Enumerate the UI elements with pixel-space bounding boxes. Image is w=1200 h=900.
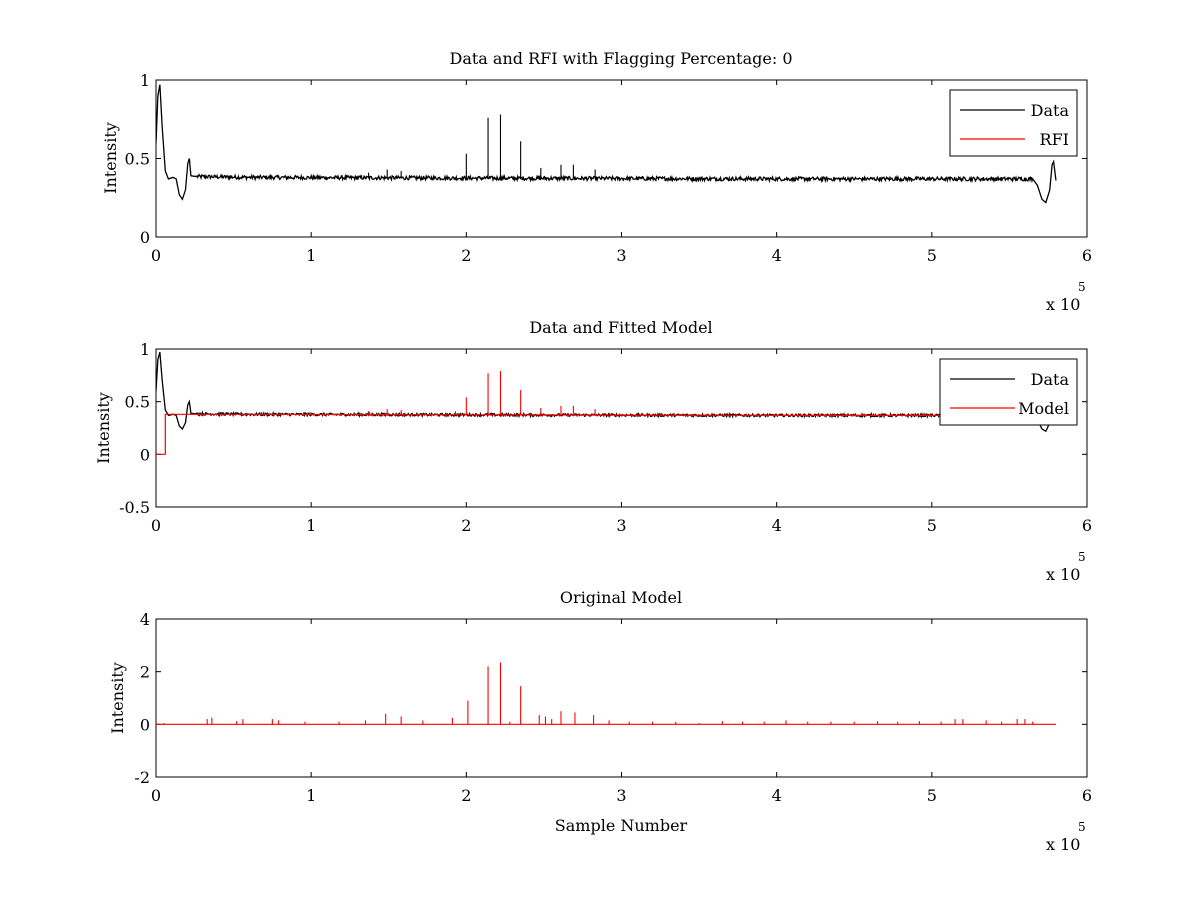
legend-label: Data (1031, 370, 1070, 389)
x-tick-label: 2 (461, 246, 471, 265)
x-tick-label: 5 (927, 246, 937, 265)
legend-label: Model (1018, 399, 1069, 418)
subplot-3-xlabel: Sample Number (555, 816, 688, 835)
subplot-1-ylabel: Intensity (101, 122, 120, 194)
subplot-2-series-group (156, 351, 1057, 455)
subplot-1: Data and RFI with Flagging Percentage: 0… (101, 49, 1092, 314)
subplot-2-x-multiplier: x 10 (1046, 565, 1080, 584)
legend-box (939, 358, 1078, 426)
y-tick-label: 0.5 (125, 393, 150, 412)
y-tick-label: 0.5 (125, 150, 150, 169)
subplot-1-title: Data and RFI with Flagging Percentage: 0 (449, 49, 792, 68)
x-tick-label: 3 (616, 246, 626, 265)
y-tick-label: 1 (140, 340, 150, 359)
subplot-2-title: Data and Fitted Model (529, 318, 712, 337)
subplot-1-plot-area: 0 1 2 3 4 5 6 0 0.5 1 Data RFI (125, 71, 1093, 265)
x-tick-label: 1 (306, 246, 316, 265)
subplot-3-series-group (156, 662, 1056, 725)
x-tick-label: 0 (151, 786, 161, 805)
x-tick-label: 5 (927, 786, 937, 805)
y-tick-label: 0 (140, 715, 150, 734)
subplot-2-legend: Data Model (939, 358, 1078, 426)
x-tick-label: 2 (461, 786, 471, 805)
x-tick-label: 6 (1082, 786, 1092, 805)
subplot-3-ylabel: Intensity (108, 662, 127, 734)
subplot-3-x-multiplier: x 10 (1046, 835, 1080, 854)
x-tick-label: 4 (772, 786, 782, 805)
x-tick-label: 1 (306, 516, 316, 535)
x-tick-label: 6 (1082, 246, 1092, 265)
x-tick-label: 1 (306, 786, 316, 805)
legend-label: RFI (1040, 130, 1069, 149)
subplot-3-title: Original Model (560, 588, 682, 607)
subplot-2-x-multiplier-exponent: 5 (1078, 550, 1086, 564)
x-tick-label: 4 (772, 516, 782, 535)
subplot-1-legend: Data RFI (949, 89, 1078, 157)
subplot-2-ylabel: Intensity (94, 392, 113, 464)
y-tick-label: 2 (140, 663, 150, 682)
subplot-2: Data and Fitted Model Intensity 0 1 2 3 4 5 6 -… (94, 318, 1092, 584)
x-tick-label: 2 (461, 516, 471, 535)
y-tick-label: 4 (140, 610, 150, 629)
x-tick-label: 4 (772, 246, 782, 265)
subplot-3-x-multiplier-exponent: 5 (1078, 820, 1086, 834)
x-tick-label: 3 (616, 516, 626, 535)
x-tick-label: 6 (1082, 516, 1092, 535)
x-tick-label: 5 (927, 516, 937, 535)
y-tick-label: 1 (140, 71, 150, 90)
y-tick-label: 0 (140, 445, 150, 464)
y-tick-label: 0 (140, 228, 150, 247)
legend-box (949, 89, 1078, 157)
x-tick-label: 0 (151, 516, 161, 535)
subplot-1-x-multiplier-exponent: 5 (1078, 280, 1086, 294)
series-line-model (156, 413, 1056, 455)
x-tick-label: 0 (151, 246, 161, 265)
subplot-1-series-group (156, 84, 1057, 204)
y-tick-label: -2 (134, 768, 150, 787)
subplot-1-x-multiplier: x 10 (1046, 295, 1080, 314)
y-tick-label: -0.5 (119, 498, 150, 517)
legend-label: Data (1031, 101, 1070, 120)
x-tick-label: 3 (616, 786, 626, 805)
series-line-data (156, 84, 1057, 204)
